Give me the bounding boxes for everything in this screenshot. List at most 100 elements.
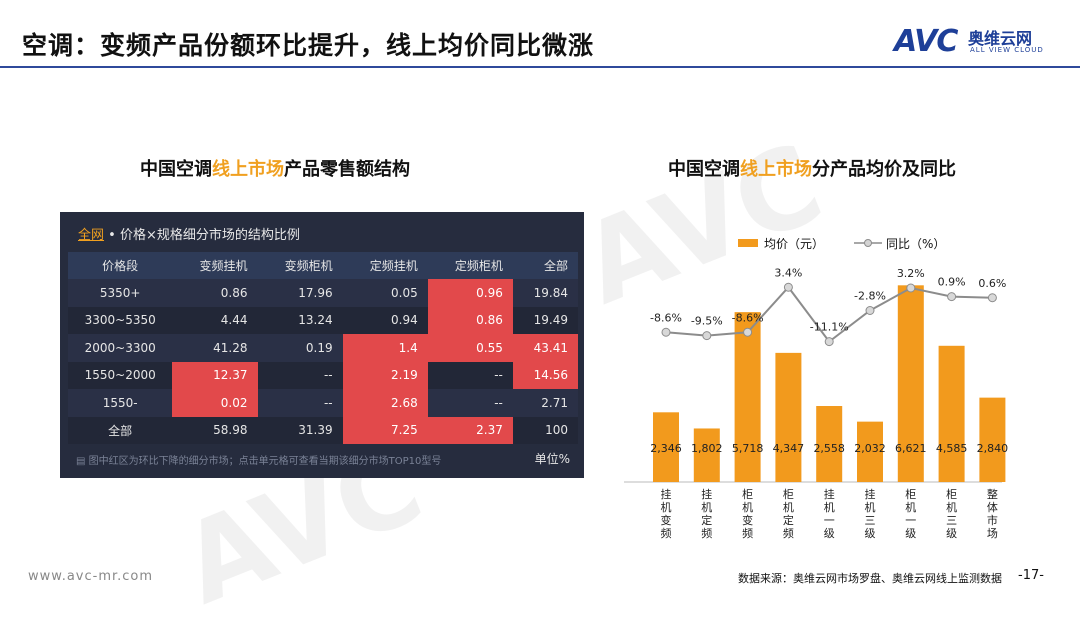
page-title: 空调：变频产品份额环比提升，线上均价同比微涨	[22, 31, 595, 60]
bar-value-label: 2,558	[813, 442, 845, 455]
yoy-value-label: -9.5%	[691, 315, 723, 328]
table-cell[interactable]: 0.96	[427, 279, 513, 307]
table-cell[interactable]: 58.98	[172, 416, 258, 444]
yoy-point	[743, 327, 753, 337]
table-cell[interactable]: 4.44	[172, 306, 258, 334]
bar-value-label: 4,585	[936, 442, 968, 455]
table-header-cell: 定频柜机	[427, 252, 513, 279]
note-icon: ▤	[76, 456, 89, 467]
table-row-label: 2000~3300	[68, 334, 173, 362]
table-cell[interactable]: 0.19	[257, 334, 343, 362]
table-cell[interactable]: --	[257, 361, 343, 389]
category-label: 柜	[742, 488, 753, 501]
yoy-value-label: 0.6%	[978, 277, 1006, 290]
yoy-point	[906, 283, 916, 293]
category-label: 机	[742, 500, 753, 514]
category-label: 挂	[661, 487, 672, 501]
yoy-value-label: -11.1%	[810, 321, 849, 334]
yoy-point	[702, 331, 712, 341]
table-row-label: 1550-	[68, 389, 173, 417]
legend-label-bar: 均价（元）	[764, 237, 824, 251]
table-row-label: 3300~5350	[68, 306, 173, 334]
table-cell[interactable]: 1.4	[342, 334, 428, 362]
bar-value-label: 4,347	[773, 442, 805, 455]
table-cell[interactable]: 2.37	[427, 416, 513, 444]
bar-value-label: 2,346	[650, 442, 682, 455]
category-label: 频	[701, 526, 712, 540]
title-divider	[0, 66, 1080, 68]
category-label: 机	[824, 500, 835, 514]
table-cell[interactable]: 17.96	[257, 279, 343, 307]
table-cell[interactable]: 13.24	[257, 306, 343, 334]
table-header-cell: 价格段	[68, 252, 173, 279]
table-cell[interactable]: 0.05	[342, 279, 428, 307]
legend-label-line: 同比（%）	[886, 237, 945, 251]
table-cell[interactable]: 100	[512, 416, 578, 444]
table-cell[interactable]: 0.86	[172, 279, 258, 307]
logo-en-name: ALL VIEW CLOUD	[970, 46, 1044, 54]
bar	[693, 428, 720, 482]
left-title-highlight: 线上市场	[212, 159, 284, 180]
right-title-post: 分产品均价及同比	[812, 159, 956, 180]
table-cell[interactable]: 12.37	[172, 361, 258, 389]
category-label: 机	[661, 500, 672, 514]
category-label: 市	[987, 513, 998, 527]
table-cell[interactable]: 0.94	[342, 306, 428, 334]
page-number: -17-	[1018, 568, 1044, 583]
category-label: 变	[661, 513, 672, 527]
table-cell[interactable]: 14.56	[512, 361, 578, 389]
avc-logo: AVC 奥维云网 ALL VIEW CLOUD	[894, 22, 1054, 62]
table-cell[interactable]: --	[257, 389, 343, 417]
structure-table-panel: 全网 • 价格×规格细分市场的结构比例 价格段 变频挂机 变频柜机 定频挂机 定频柜机全…	[60, 212, 584, 478]
yoy-value-label: -8.6%	[650, 311, 682, 324]
table-header-cell: 全部	[512, 252, 578, 279]
table-cell[interactable]: 31.39	[257, 416, 343, 444]
bar	[734, 312, 761, 482]
table-header-cell: 变频柜机	[257, 252, 343, 279]
category-label: 挂	[701, 487, 712, 501]
category-label: 变	[742, 513, 753, 527]
table-cell[interactable]: --	[427, 361, 513, 389]
category-label: 机	[865, 500, 876, 514]
table-unit: 单位%	[534, 452, 570, 466]
bar	[775, 352, 802, 482]
table-cell[interactable]: 41.28	[172, 334, 258, 362]
yoy-point	[661, 327, 671, 337]
footer-source: 数据来源：奥维云网市场罗盘、奥维云网线上监测数据	[738, 572, 1002, 585]
table-note-text: 图中红区为环比下降的细分市场；点击单元格可查看当期该细分市场TOP10型号	[88, 456, 442, 467]
table-cell[interactable]: 43.41	[512, 334, 578, 362]
footer-url[interactable]: www.avc-mr.com	[28, 569, 154, 584]
table-label-tab[interactable]: 全网	[78, 228, 105, 243]
table-cell[interactable]: 19.49	[512, 306, 578, 334]
bar-value-label: 5,718	[732, 442, 764, 455]
table-row-label: 5350+	[68, 279, 173, 307]
table-cell[interactable]: --	[427, 389, 513, 417]
left-title-pre: 中国空调	[140, 159, 212, 180]
table-cell[interactable]: 2.71	[512, 389, 578, 417]
table-cell[interactable]: 19.84	[512, 279, 578, 307]
table-cell[interactable]: 7.25	[342, 416, 428, 444]
yoy-value-label: 3.4%	[774, 266, 802, 279]
table-row: 1550~2000 12.37 -- 2.19 -- 14.56	[68, 361, 578, 389]
legend-swatch-bar	[738, 239, 758, 247]
table-label-text: • 价格×规格细分市场的结构比例	[104, 228, 300, 243]
category-label: 频	[661, 526, 672, 540]
table-header-cell: 定频挂机	[342, 252, 428, 279]
table-cell[interactable]: 0.55	[427, 334, 513, 362]
yoy-point	[865, 306, 875, 315]
table-header-row: 价格段 变频挂机 变频柜机 定频挂机 定频柜机 全部	[68, 252, 578, 279]
table-cell[interactable]: 2.19	[342, 361, 428, 389]
category-label: 级	[905, 527, 916, 540]
bar	[979, 397, 1006, 482]
bar-value-label: 2,840	[977, 442, 1009, 455]
right-title-pre: 中国空调	[668, 159, 740, 180]
right-title-highlight: 线上市场	[740, 159, 812, 180]
table-row-label: 1550~2000	[68, 361, 173, 389]
bar-value-label: 1,802	[691, 442, 723, 455]
table-cell[interactable]: 2.68	[342, 389, 428, 417]
category-label: 体	[987, 500, 998, 514]
table-note: ▤ 图中红区为环比下降的细分市场；点击单元格可查看当期该细分市场TOP10型号	[76, 452, 441, 467]
table-cell[interactable]: 0.86	[427, 306, 513, 334]
table-cell[interactable]: 0.02	[172, 389, 258, 417]
